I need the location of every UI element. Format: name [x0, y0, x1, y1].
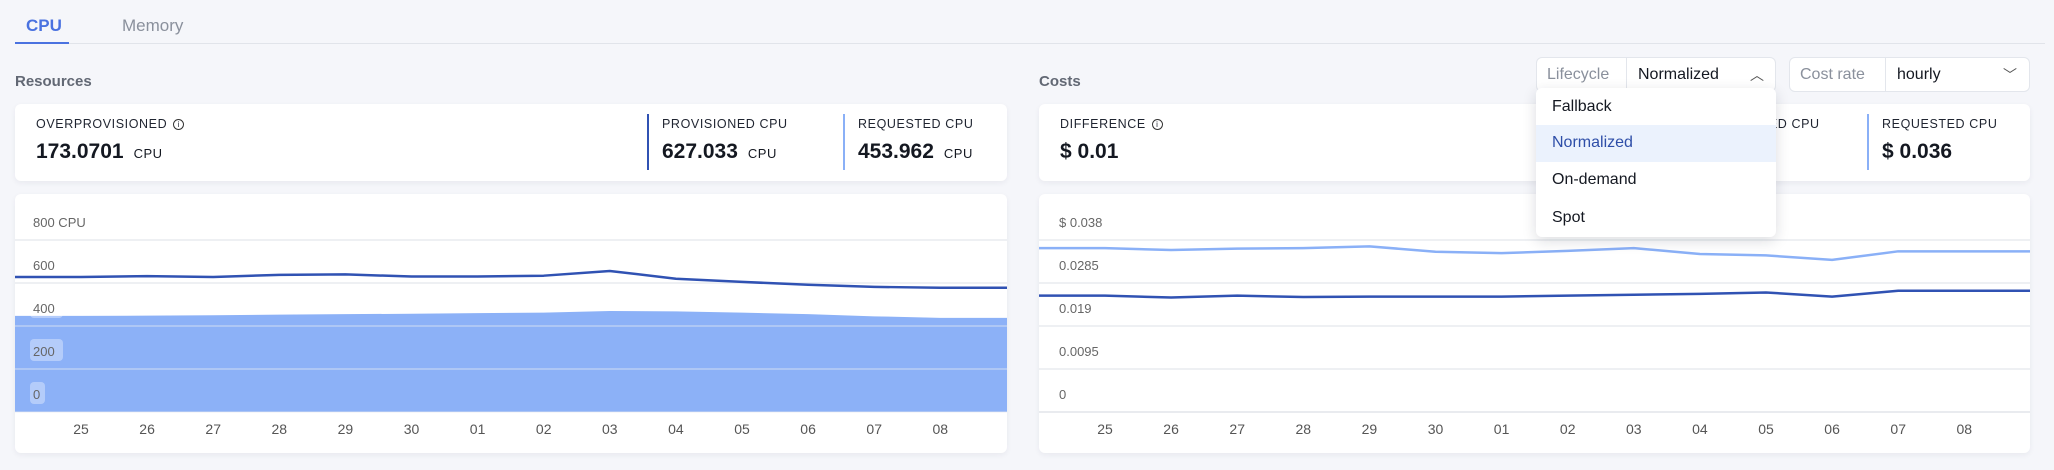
- info-icon[interactable]: i: [1151, 119, 1163, 130]
- x-tick-label: 25: [1097, 421, 1113, 437]
- x-tick-label: 04: [668, 421, 684, 437]
- x-tick-label: 05: [734, 421, 750, 437]
- chevron-down-icon: ﹀: [2003, 67, 2017, 83]
- x-tick-label: 01: [1494, 421, 1510, 437]
- provisioned-cpu-label: PROVISIONED CPU: [662, 117, 788, 131]
- costs-chart-card: 0 0.0095 0.019 0.0285 $ 0.038 25 26 27 28 29 30 01 0…: [1039, 194, 2030, 453]
- resources-chart: 0 200 400 600 800 CPU 25 26 27 28 29 30 01 02 03 04 05 0…: [15, 215, 1007, 437]
- y-tick-label: 600: [33, 258, 55, 273]
- menu-item-fallback[interactable]: Fallback: [1552, 98, 1612, 115]
- costs-title: Costs: [1039, 73, 1081, 90]
- x-tick-label: 03: [602, 421, 618, 437]
- menu-item-spot[interactable]: Spot: [1552, 209, 1585, 226]
- info-icon[interactable]: i: [173, 119, 185, 130]
- y-tick-label: 0: [1059, 387, 1066, 402]
- x-tick-label: 28: [272, 421, 288, 437]
- y-tick-label: 800 CPU: [33, 215, 86, 230]
- requested-cpu-value: 453.962 CPU: [858, 140, 973, 163]
- lifecycle-value: Normalized: [1638, 66, 1719, 83]
- requested-area: [15, 310, 1007, 412]
- x-tick-label: 03: [1626, 421, 1642, 437]
- requested-indicator: [843, 114, 845, 170]
- menu-item-on-demand[interactable]: On-demand: [1552, 171, 1637, 188]
- x-tick-label: 07: [866, 421, 882, 437]
- resources-stats-card: [15, 104, 1007, 181]
- requested-cpu-label: REQUESTED CPU: [858, 117, 974, 131]
- lifecycle-label: Lifecycle: [1547, 66, 1610, 83]
- resources-chart-card: 0 200 400 600 800 CPU 25 26 27 28 29 30 01 02 03 04 05 0…: [15, 194, 1007, 453]
- y-tick-label: 0.0095: [1059, 344, 1099, 359]
- x-tick-label: 08: [933, 421, 949, 437]
- x-tick-label: 06: [800, 421, 816, 437]
- menu-item-normalized[interactable]: Normalized: [1536, 125, 1776, 162]
- x-tick-label: 29: [338, 421, 354, 437]
- tab-cpu[interactable]: CPU: [26, 16, 62, 35]
- x-tick-label: 30: [1428, 421, 1444, 437]
- lifecycle-select[interactable]: Lifecycle Normalized ︿: [1536, 57, 1776, 92]
- costs-stats-card: [1039, 104, 2030, 181]
- x-tick-label: 25: [73, 421, 89, 437]
- y-tick-label: 0: [33, 387, 40, 402]
- x-tick-label: 27: [205, 421, 221, 437]
- resources-title: Resources: [15, 73, 92, 90]
- provisioned-cpu-value: 627.033 CPU: [662, 140, 777, 163]
- series-line: [15, 269, 1007, 289]
- active-tab-indicator: [15, 42, 69, 44]
- provisioned-indicator: [647, 114, 649, 170]
- x-tick-label: 05: [1758, 421, 1774, 437]
- y-tick-label: 0.019: [1059, 301, 1092, 316]
- series-line: [1039, 289, 2030, 299]
- requested-cost-label: REQUESTED CPU: [1882, 117, 1998, 131]
- y-tick-label: $ 0.038: [1059, 215, 1102, 230]
- lifecycle-dropdown-menu: Fallback Normalized On-demand Spot: [1536, 88, 1776, 237]
- chevron-up-icon: ︿: [1750, 67, 1764, 83]
- tab-memory[interactable]: Memory: [122, 16, 184, 35]
- tab-divider: [15, 43, 2045, 44]
- overprovisioned-label: OVERPROVISIONED i: [36, 117, 185, 131]
- x-tick-label: 06: [1824, 421, 1840, 437]
- y-tick-label: 0.0285: [1059, 258, 1099, 273]
- x-tick-label: 01: [470, 421, 486, 437]
- y-tick-label: 400: [33, 301, 55, 316]
- tick-label-bg: [30, 382, 45, 404]
- series-line: [1039, 245, 2030, 262]
- x-tick-label: 02: [1560, 421, 1576, 437]
- requested-indicator: [1867, 114, 1869, 170]
- requested-cost-value: $ 0.036: [1882, 140, 1953, 163]
- cost-rate-label: Cost rate: [1800, 66, 1865, 83]
- x-tick-label: 27: [1229, 421, 1245, 437]
- cost-rate-value: hourly: [1897, 66, 1941, 83]
- y-tick-label: 200: [33, 344, 55, 359]
- x-tick-label: 28: [1296, 421, 1312, 437]
- x-tick-label: 04: [1692, 421, 1708, 437]
- x-tick-label: 08: [1957, 421, 1973, 437]
- x-tick-label: 29: [1362, 421, 1378, 437]
- cost-rate-select[interactable]: Cost rate hourly ﹀: [1789, 57, 2030, 92]
- difference-value: $ 0.01: [1060, 140, 1119, 163]
- x-tick-label: 02: [536, 421, 552, 437]
- x-tick-label: 26: [1163, 421, 1179, 437]
- tick-label-bg: [30, 339, 63, 361]
- difference-label: DIFFERENCE i: [1060, 117, 1163, 131]
- x-tick-label: 26: [139, 421, 155, 437]
- x-tick-label: 07: [1890, 421, 1906, 437]
- x-tick-label: 30: [404, 421, 420, 437]
- costs-chart: 0 0.0095 0.019 0.0285 $ 0.038 25 26 27 28 29 30 01 0…: [1039, 215, 2030, 437]
- tick-label-bg: [30, 296, 63, 318]
- overprovisioned-value: 173.0701 CPU: [36, 140, 163, 163]
